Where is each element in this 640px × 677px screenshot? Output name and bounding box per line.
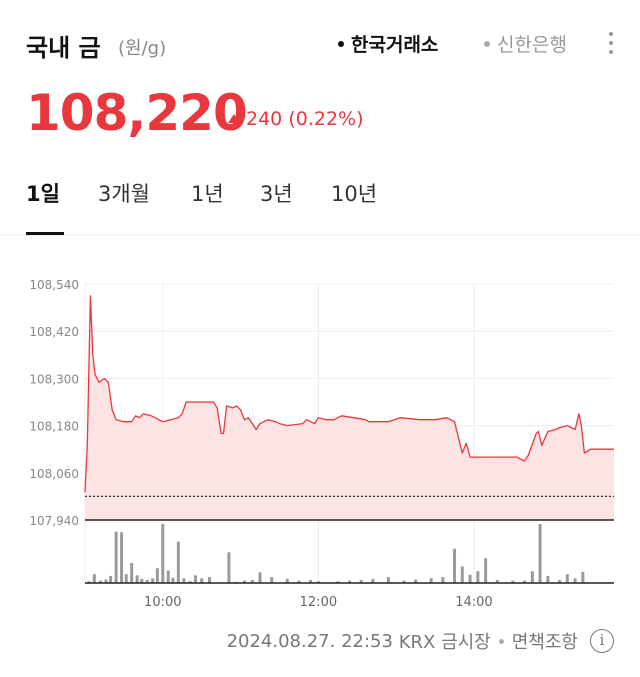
volume-bar [176, 541, 180, 583]
current-price: 108,220 [26, 84, 248, 142]
volume-bar [104, 579, 108, 583]
volume-bar [538, 524, 542, 583]
volume-bar [348, 580, 351, 583]
change-percent: (0.22%) [288, 108, 364, 130]
x-tick-label: 14:00 [455, 595, 492, 610]
y-tick-label: 108,300 [29, 372, 79, 386]
volume-bar [441, 577, 445, 583]
price-area-fill [85, 295, 614, 520]
volume-bar [227, 552, 231, 583]
price-row: 108,220 240 (0.22%) [26, 84, 626, 144]
volume-bar [359, 580, 363, 583]
volume-bar [171, 577, 175, 583]
change-amount: 240 [246, 108, 283, 130]
volume-bar [114, 531, 118, 583]
price-chart[interactable]: 108,540 108,420 108,300 108,180 108,060 107,9… [0, 250, 640, 620]
timestamp: 2024.08.27. 22:53 [226, 630, 393, 652]
volume-bar [468, 574, 472, 583]
volume-bar [386, 577, 390, 583]
up-triangle-icon [228, 114, 240, 123]
volume-bar [460, 566, 464, 583]
volume-bar [336, 581, 340, 583]
volume-bar [124, 574, 128, 583]
volume-bar [523, 580, 527, 583]
y-tick-label: 107,940 [29, 514, 79, 528]
header: 국내 금 (원/g) 한국거래소 신한은행 [26, 28, 626, 64]
volume-bar [250, 580, 254, 583]
volume-bar [166, 570, 170, 583]
tab-3y[interactable]: 3년 [260, 182, 293, 206]
volume-bar [484, 558, 488, 583]
price-line [84, 295, 614, 493]
volume-bar [135, 575, 139, 583]
volume-bar [207, 577, 211, 583]
volume-bar [371, 578, 375, 583]
y-tick-label: 108,540 [29, 278, 79, 292]
volume-bar [453, 548, 457, 583]
source-tab-shinhan[interactable]: 신한은행 [484, 30, 567, 57]
active-dot-icon [338, 40, 344, 47]
volume-bar [530, 571, 534, 583]
volume-bar [242, 580, 246, 583]
disclaimer-link[interactable]: 면책조항 [511, 632, 578, 653]
volume-bar [573, 578, 577, 583]
volume-bar [120, 532, 124, 583]
volume-bar [476, 571, 480, 583]
volume-bar [565, 574, 569, 583]
volume-bar [188, 581, 192, 583]
source-tab-krx[interactable]: 한국거래소 [338, 30, 438, 57]
period-tabs: 1일 3개월 1년 3년 10년 [0, 172, 640, 236]
volume-bar [414, 579, 418, 583]
inactive-dot-icon [484, 40, 490, 47]
y-tick-label: 108,060 [29, 467, 79, 481]
volume-bar [109, 575, 113, 583]
volume-bar [558, 580, 562, 583]
y-tick-label: 108,420 [29, 325, 79, 339]
source-label: 한국거래소 [351, 34, 439, 56]
volume-bar [429, 578, 433, 583]
active-tab-indicator [26, 232, 64, 235]
volume-bar [151, 578, 155, 583]
y-tick-label: 108,180 [29, 420, 79, 434]
tab-1y[interactable]: 1년 [191, 182, 224, 206]
more-vertical-icon[interactable] [608, 32, 614, 58]
source-label: 신한은행 [497, 34, 567, 56]
volume-bar [87, 581, 91, 583]
x-tick-label: 10:00 [144, 595, 181, 610]
tab-3m[interactable]: 3개월 [98, 182, 151, 206]
volume-bar [92, 574, 96, 583]
volume-bar [140, 578, 144, 583]
volume-bar [161, 524, 165, 583]
volume-bar [581, 571, 585, 583]
volume-bar [495, 580, 499, 583]
volume-bar [297, 580, 301, 583]
tab-1d[interactable]: 1일 [26, 182, 60, 206]
volume-bar [99, 580, 103, 583]
volume-bar [193, 575, 197, 583]
volume-bar [258, 572, 262, 583]
volume-bar [145, 580, 149, 583]
volume-bar [155, 568, 159, 583]
x-tick-label: 12:00 [300, 595, 337, 610]
volume-bar [309, 580, 313, 583]
page-title: 국내 금 [26, 34, 101, 62]
volume-bar [182, 578, 186, 583]
tab-10y[interactable]: 10년 [331, 182, 378, 206]
volume-bar [270, 577, 274, 583]
footer: 2024.08.27. 22:53 KRX 금시장 면책조항 i [227, 628, 614, 654]
volume-bar [285, 578, 289, 583]
info-icon[interactable]: i [590, 629, 614, 653]
volume-bar [316, 581, 320, 583]
volume-bar [511, 580, 515, 583]
chart-svg[interactable]: 108,540 108,420 108,300 108,180 108,060 107,9… [0, 250, 640, 620]
price-change: 240 (0.22%) [228, 108, 364, 130]
volume-bar [546, 575, 550, 583]
separator-dot-icon [498, 638, 504, 644]
unit-label: (원/g) [118, 38, 167, 59]
volume-bar [200, 578, 204, 583]
volume-bar [402, 580, 406, 583]
market-label: KRX 금시장 [398, 632, 491, 653]
volume-bar [130, 562, 134, 583]
